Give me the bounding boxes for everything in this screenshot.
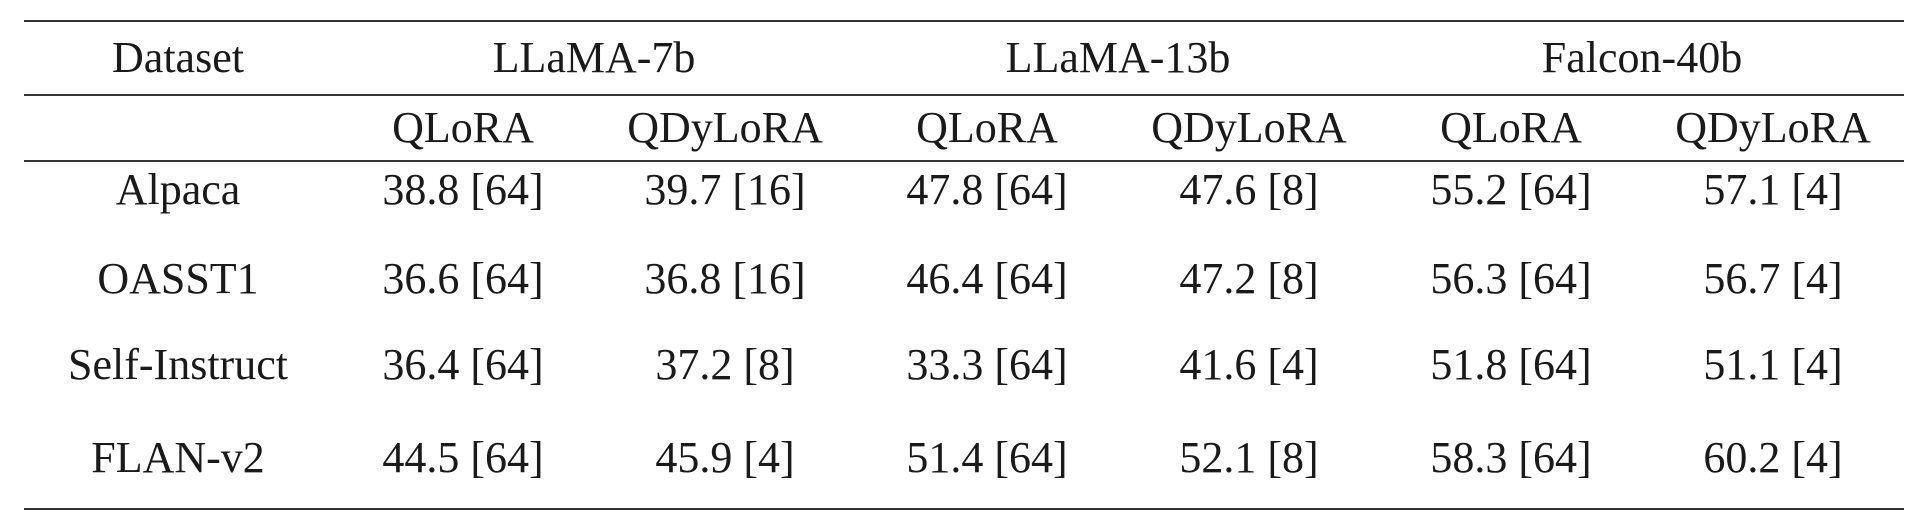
table-cell: 47.6 [8] (1179, 165, 1319, 214)
header-method: QLoRA (332, 95, 594, 162)
table-cell: 36.4 [64] (382, 340, 544, 389)
table-cell: 41.6 [4] (1179, 340, 1319, 389)
table-cell: 44.5 [64] (332, 408, 594, 510)
table-cell: 57.1 [4] (1703, 165, 1843, 214)
table-cell: 58.3 [64] (1380, 408, 1642, 510)
header-empty (24, 95, 332, 162)
table-cell: 38.8 [64] (382, 165, 544, 214)
header-method: QDyLoRA (594, 95, 856, 162)
table-cell: 55.2 [64] (1430, 165, 1592, 214)
table-cell: 51.4 [64] (856, 408, 1118, 510)
table-cell: 36.8 [16] (644, 254, 806, 303)
row-dataset: OASST1 (97, 254, 259, 303)
table-cell: 36.6 [64] (382, 254, 544, 303)
header-row-methods: QLoRA QDyLoRA QLoRA QDyLoRA QLoRA QDyLoR… (24, 95, 1904, 162)
row-dataset: Alpaca (115, 165, 241, 214)
table-cell: 33.3 [64] (906, 340, 1068, 389)
header-method: QDyLoRA (1642, 95, 1904, 162)
results-table-container: Dataset LLaMA-7b LLaMA-13b Falcon-40b QL… (24, 20, 1904, 510)
table-row: FLAN-v2 44.5 [64] 45.9 [4] 51.4 [64] 52.… (24, 408, 1904, 510)
row-dataset: FLAN-v2 (24, 408, 332, 510)
table-cell: 37.2 [8] (655, 340, 795, 389)
row-dataset: Self-Instruct (68, 340, 288, 389)
table-row: Alpaca 38.8 [64] 39.7 [16] 47.8 [64] 47.… (24, 161, 1904, 236)
header-row-models: Dataset LLaMA-7b LLaMA-13b Falcon-40b (24, 20, 1904, 96)
table-cell: 39.7 [16] (644, 165, 806, 214)
table-cell: 46.4 [64] (906, 254, 1068, 303)
header-method: QLoRA (1380, 95, 1642, 162)
table-cell: 60.2 [4] (1642, 408, 1904, 510)
table-cell: 56.3 [64] (1430, 254, 1592, 303)
header-model-llama-7b: LLaMA-7b (332, 20, 856, 96)
header-model-llama-13b: LLaMA-13b (856, 20, 1380, 96)
table-row: OASST1 36.6 [64] 36.8 [16] 46.4 [64] 47.… (24, 236, 1904, 322)
table-cell: 56.7 [4] (1703, 254, 1843, 303)
header-model-falcon-40b: Falcon-40b (1380, 20, 1904, 96)
table-cell: 51.8 [64] (1430, 340, 1592, 389)
table-cell: 51.1 [4] (1703, 340, 1843, 389)
header-method: QLoRA (856, 95, 1118, 162)
table-row: Self-Instruct 36.4 [64] 37.2 [8] 33.3 [6… (24, 322, 1904, 408)
results-table: Dataset LLaMA-7b LLaMA-13b Falcon-40b QL… (24, 20, 1904, 510)
table-cell: 52.1 [8] (1118, 408, 1380, 510)
table-cell: 45.9 [4] (594, 408, 856, 510)
header-dataset: Dataset (24, 20, 332, 96)
table-cell: 47.2 [8] (1179, 254, 1319, 303)
header-method: QDyLoRA (1118, 95, 1380, 162)
table-cell: 47.8 [64] (906, 165, 1068, 214)
